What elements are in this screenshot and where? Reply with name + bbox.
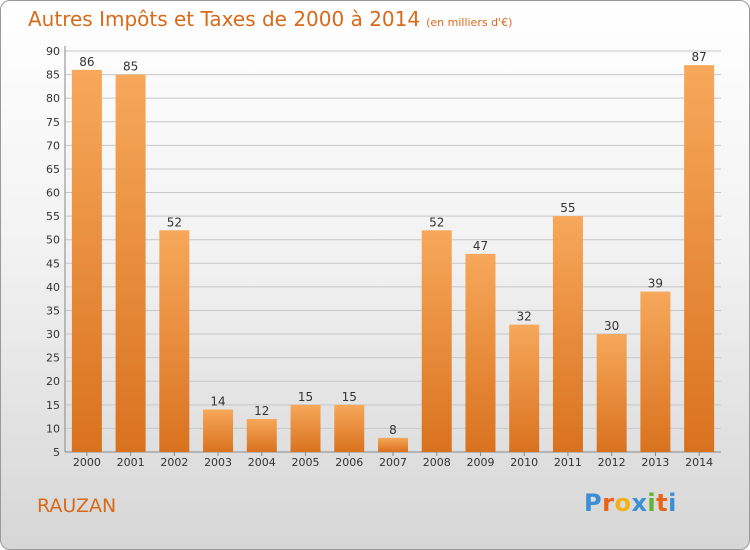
x-tick-label: 2002 — [160, 456, 188, 469]
bar — [334, 404, 365, 452]
proxiti-logo: Proxiti — [584, 489, 677, 517]
data-label: 8 — [389, 423, 397, 437]
x-tick-label: 2014 — [685, 456, 713, 469]
logo-letter: i — [647, 489, 657, 517]
x-tick-label: 2012 — [598, 456, 626, 469]
chart-title: Autres Impôts et Taxes de 2000 à 2014 (en… — [28, 7, 512, 31]
y-tick-label: 35 — [46, 304, 60, 317]
bar — [290, 404, 321, 452]
y-tick-label: 60 — [46, 187, 60, 200]
x-tick-label: 2007 — [379, 456, 407, 469]
bar — [421, 230, 452, 452]
bar — [684, 65, 715, 452]
data-label: 39 — [648, 277, 663, 291]
data-label: 55 — [560, 201, 575, 215]
y-tick-label: 70 — [46, 139, 60, 152]
x-tick-label: 2006 — [335, 456, 363, 469]
data-label: 52 — [429, 215, 444, 229]
bar-layer — [71, 65, 715, 453]
y-tick-label: 65 — [46, 163, 60, 176]
bar — [640, 291, 671, 452]
y-tick-label: 20 — [46, 375, 60, 388]
bar — [596, 334, 627, 452]
x-tick-label: 2003 — [204, 456, 232, 469]
y-tick-label: 15 — [46, 399, 60, 412]
x-tick-label: 2010 — [510, 456, 538, 469]
label-layer: 86 85 52 14 12 15 15 8 52 47 32 55 30 39 87 — [79, 50, 707, 437]
data-label: 14 — [210, 395, 225, 409]
y-tick-label: 10 — [46, 422, 60, 435]
bar — [246, 418, 277, 452]
y-tick-label: 45 — [46, 257, 60, 270]
data-label: 32 — [517, 310, 532, 324]
bar — [115, 74, 146, 453]
y-tick-label: 40 — [46, 281, 60, 294]
bar — [465, 253, 496, 452]
axis-layer: 5 10 15 20 25 30 35 40 45 50 55 60 65 70 75 80 85 90 2000 2… — [46, 45, 721, 469]
bar — [552, 216, 583, 452]
y-tick-label: 90 — [46, 45, 60, 58]
y-tick-label: 55 — [46, 210, 60, 223]
data-label: 30 — [604, 319, 619, 333]
logo-letter: x — [631, 489, 648, 517]
bar — [71, 69, 102, 452]
chart-title-text: Autres Impôts et Taxes de 2000 à 2014 — [28, 7, 421, 31]
bar — [159, 230, 190, 452]
x-tick-label: 2008 — [423, 456, 451, 469]
logo-letter: t — [656, 489, 669, 517]
x-tick-label: 2004 — [248, 456, 276, 469]
data-label: 15 — [342, 390, 357, 404]
logo-letter: P — [584, 489, 603, 517]
data-label: 52 — [167, 215, 182, 229]
data-label: 85 — [123, 60, 138, 74]
y-tick-label: 5 — [53, 446, 60, 459]
data-label: 86 — [79, 55, 94, 69]
chart-subtitle: (en milliers d'€) — [426, 16, 513, 29]
bar — [203, 409, 234, 452]
x-tick-label: 2009 — [466, 456, 494, 469]
y-tick-label: 25 — [46, 352, 60, 365]
y-tick-label: 50 — [46, 234, 60, 247]
logo-letter: o — [614, 489, 632, 517]
data-label: 87 — [691, 50, 706, 64]
x-tick-label: 2005 — [292, 456, 320, 469]
place-name: RAUZAN — [37, 495, 117, 517]
y-tick-label: 85 — [46, 69, 60, 82]
x-tick-label: 2001 — [117, 456, 145, 469]
y-tick-label: 75 — [46, 116, 60, 129]
x-tick-label: 2000 — [73, 456, 101, 469]
y-tick-label: 30 — [46, 328, 60, 341]
bar — [378, 437, 408, 452]
x-tick-label: 2013 — [641, 456, 669, 469]
data-label: 12 — [254, 404, 269, 418]
data-label: 15 — [298, 390, 313, 404]
data-label: 47 — [473, 239, 488, 253]
y-tick-label: 80 — [46, 92, 60, 105]
logo-letter: i — [668, 489, 677, 517]
logo-letter: r — [602, 489, 615, 517]
bar — [509, 324, 540, 452]
x-tick-label: 2011 — [554, 456, 582, 469]
